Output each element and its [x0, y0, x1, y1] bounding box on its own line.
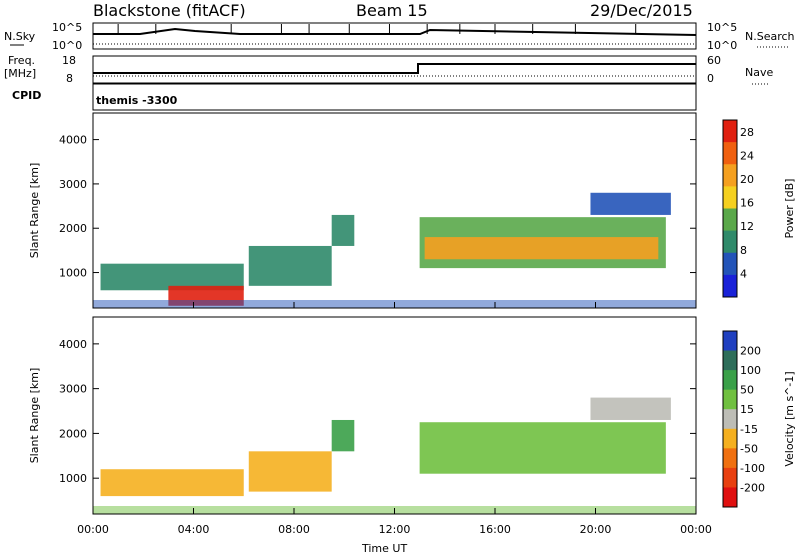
- velocity-colorbar-tick: 15: [740, 403, 754, 416]
- nsearch-tick-bottom: 10^0: [707, 39, 737, 52]
- y-tick-label: 4000: [59, 338, 87, 351]
- power-colorbar-frame: [722, 119, 738, 298]
- cpid-panel-frame: [92, 83, 697, 111]
- y-axis-label: Slant Range [km]: [28, 368, 41, 464]
- x-axis-label: Time UT: [361, 542, 407, 554]
- cpid-value: themis -3300: [96, 94, 178, 107]
- noise-spikes: [117, 24, 637, 34]
- velocity-colorbar-tick: -100: [740, 462, 765, 475]
- velocity-region: [100, 469, 244, 497]
- date-label: 29/Dec/2015: [590, 1, 693, 20]
- x-tick-label: 20:00: [580, 523, 612, 536]
- power-panel: 1000 2000 3000 4000 Slant Range [km] 4 8 12 16 20…: [28, 112, 796, 309]
- power-colorbar-swatch: [723, 142, 737, 165]
- velocity-colorbar-swatch: [723, 350, 737, 371]
- y-tick-label: 2000: [59, 427, 87, 440]
- velocity-region: [590, 397, 671, 420]
- power-colorbar-swatch: [723, 164, 737, 187]
- power-colorbar-tick: 8: [740, 244, 747, 257]
- velocity-colorbar-label: Velocity [m s^-1]: [783, 371, 796, 466]
- power-colorbar-tick: 16: [740, 197, 754, 210]
- velocity-region: [248, 451, 332, 492]
- power-colorbar-tick: 4: [740, 267, 747, 280]
- x-tick-label: 04:00: [178, 523, 210, 536]
- velocity-colorbar-tick: 200: [740, 345, 761, 358]
- beam-label: Beam 15: [356, 1, 428, 20]
- x-tick-label: 08:00: [278, 523, 310, 536]
- power-colorbar-swatch: [723, 230, 737, 254]
- noise-panel-frame: [92, 22, 697, 50]
- power-colorbar-tick: 20: [740, 173, 754, 186]
- velocity-colorbar-swatch: [723, 448, 737, 469]
- velocity-colorbar-swatch: [723, 409, 737, 430]
- nsky-tick-bottom: 10^0: [52, 39, 82, 52]
- power-colorbar-tick: 24: [740, 149, 754, 162]
- y-tick-label: 1000: [59, 267, 87, 280]
- nave-tick-bottom: 0: [707, 72, 714, 85]
- power-colorbar-tick: 12: [740, 220, 754, 233]
- velocity-colorbar-swatch: [723, 467, 737, 488]
- nsky-label: N.Sky: [4, 30, 36, 43]
- x-tick-label: 16:00: [479, 523, 511, 536]
- velocity-colorbar-tick: 100: [740, 364, 761, 377]
- velocity-colorbar-tick: -200: [740, 481, 765, 494]
- velocity-colorbar-swatch: [723, 389, 737, 410]
- power-region: [331, 214, 355, 246]
- power-region: [248, 245, 332, 286]
- x-tick-label: 00:00: [77, 523, 109, 536]
- nsearch-label: N.Search: [745, 30, 795, 43]
- y-axis-label: Slant Range [km]: [28, 163, 41, 259]
- y-tick-label: 2000: [59, 222, 87, 235]
- power-colorbar-tick: 28: [740, 126, 754, 139]
- cpid-label: CPID: [12, 89, 41, 102]
- nsky-tick-top: 10^5: [52, 21, 82, 34]
- radar-title: Blackstone (fitACF): [93, 1, 246, 20]
- velocity-colorbar-swatch: [723, 428, 737, 449]
- y-tick-label: 1000: [59, 472, 87, 485]
- power-colorbar-swatch: [723, 186, 737, 209]
- velocity-colorbar-tick: -15: [740, 423, 758, 436]
- velocity-panel: 1000 2000 3000 4000 00:00 04:00 08:00 12:00 16:0…: [28, 316, 796, 536]
- power-colorbar-label: Power [dB]: [783, 179, 796, 239]
- velocity-colorbar-tick: 50: [740, 384, 754, 397]
- power-colorbar-swatch: [723, 274, 737, 298]
- velocity-colorbar-swatch: [723, 331, 737, 352]
- nave-label: Nave: [745, 66, 773, 79]
- velocity-colorbar-swatch: [723, 370, 737, 391]
- velocity-colorbar-frame: [722, 330, 738, 508]
- freq-tick-top: 18: [62, 54, 76, 67]
- freq-trace: [93, 63, 696, 74]
- velocity-region: [419, 422, 666, 474]
- velocity-colorbar-swatch: [723, 487, 737, 508]
- velocity-colorbar-tick: -50: [740, 442, 758, 455]
- freq-tick-bottom: 8: [66, 72, 73, 85]
- power-colorbar-swatch: [723, 252, 737, 276]
- x-tick-label: 00:00: [680, 523, 712, 536]
- nave-tick-top: 60: [707, 54, 721, 67]
- velocity-region: [331, 419, 355, 452]
- power-colorbar-swatch: [723, 208, 737, 232]
- freq-label-line1: Freq.: [8, 54, 35, 67]
- power-region: [424, 237, 659, 260]
- freq-panel-frame: [92, 55, 697, 84]
- nsky-trace: [93, 27, 697, 36]
- nsearch-tick-top: 10^5: [707, 21, 737, 34]
- y-tick-label: 4000: [59, 134, 87, 147]
- freq-label-line2: [MHz]: [4, 67, 36, 80]
- power-region: [590, 192, 671, 215]
- y-tick-label: 3000: [59, 178, 87, 191]
- power-colorbar-swatch: [723, 120, 737, 143]
- x-tick-label: 12:00: [379, 523, 411, 536]
- y-tick-label: 3000: [59, 383, 87, 396]
